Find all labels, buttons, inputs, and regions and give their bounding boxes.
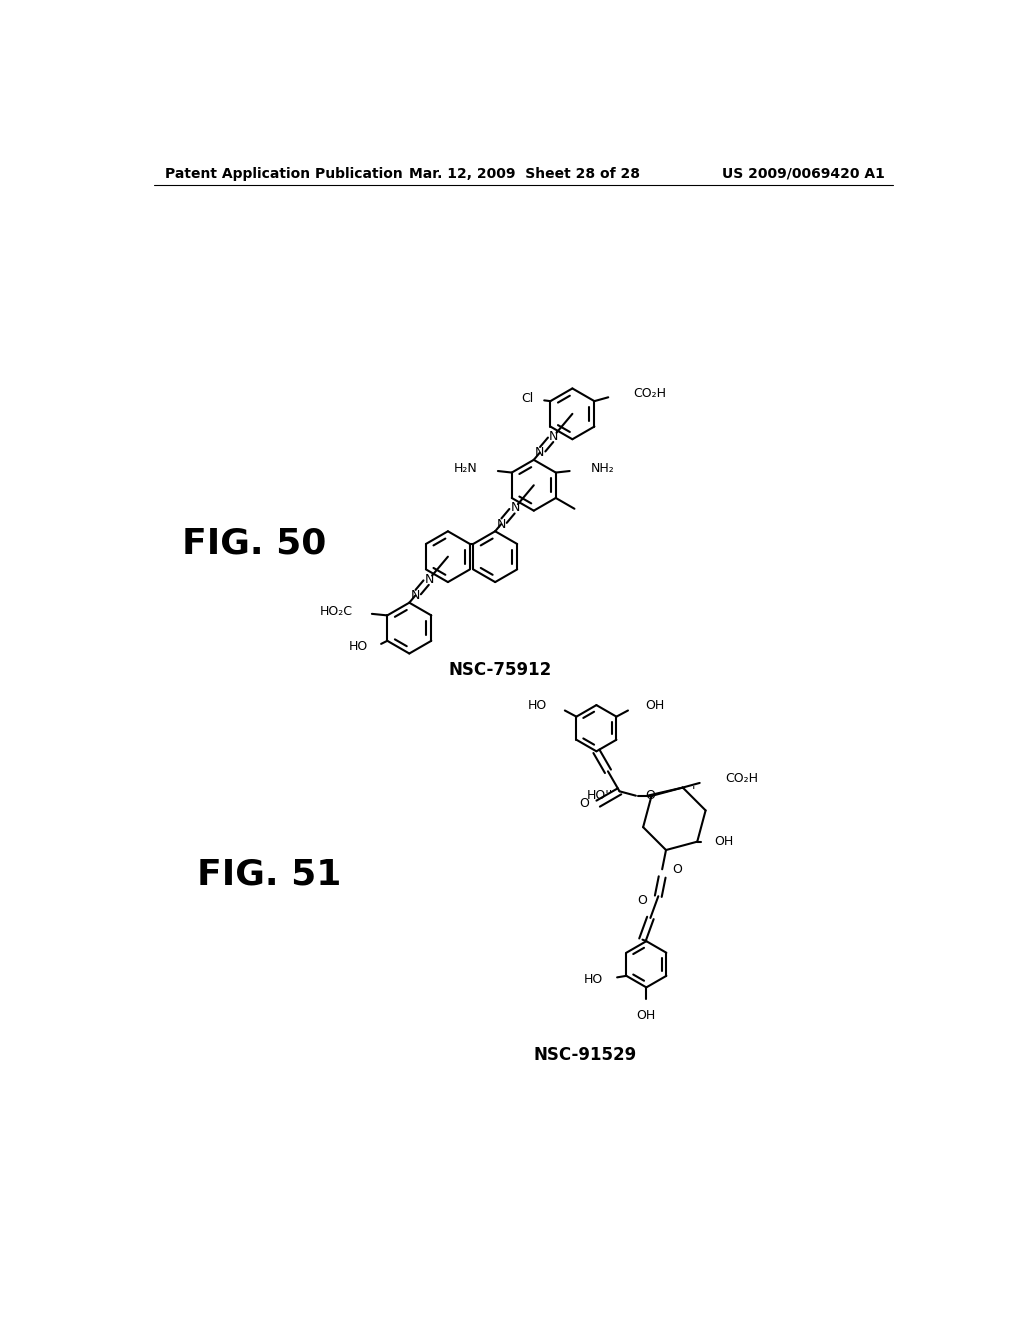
- Text: N: N: [510, 502, 519, 515]
- Text: HO: HO: [528, 698, 547, 711]
- Text: N: N: [535, 446, 545, 459]
- Text: NSC-75912: NSC-75912: [449, 661, 552, 680]
- Text: HO: HO: [584, 973, 603, 986]
- Text: CO₂H: CO₂H: [725, 772, 758, 785]
- Text: O: O: [579, 797, 589, 810]
- Text: N: N: [411, 589, 420, 602]
- Text: OH: OH: [646, 698, 665, 711]
- Text: HO'': HO'': [587, 789, 613, 803]
- Text: OH: OH: [637, 1008, 656, 1022]
- Text: O: O: [645, 789, 655, 803]
- Text: O: O: [672, 863, 682, 875]
- Text: Cl: Cl: [521, 392, 534, 405]
- Text: Patent Application Publication: Patent Application Publication: [165, 166, 403, 181]
- Text: HO₂C: HO₂C: [319, 605, 352, 618]
- Text: HO: HO: [349, 640, 368, 653]
- Text: N: N: [549, 430, 558, 442]
- Text: OH: OH: [714, 836, 733, 849]
- Text: Mar. 12, 2009  Sheet 28 of 28: Mar. 12, 2009 Sheet 28 of 28: [410, 166, 640, 181]
- Text: FIG. 50: FIG. 50: [181, 527, 326, 561]
- Text: N: N: [497, 517, 506, 531]
- Text: US 2009/0069420 A1: US 2009/0069420 A1: [722, 166, 885, 181]
- Text: FIG. 51: FIG. 51: [197, 858, 341, 891]
- Text: ': ': [692, 785, 695, 797]
- Text: N: N: [424, 573, 434, 586]
- Text: NSC-91529: NSC-91529: [534, 1047, 637, 1064]
- Text: H₂N: H₂N: [454, 462, 477, 475]
- Text: CO₂H: CO₂H: [633, 387, 666, 400]
- Text: NH₂: NH₂: [591, 462, 614, 475]
- Text: O: O: [637, 894, 647, 907]
